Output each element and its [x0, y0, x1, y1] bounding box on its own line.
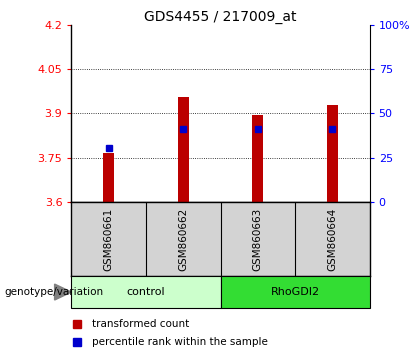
Bar [252, 115, 263, 202]
Polygon shape [55, 284, 71, 300]
Text: GSM860664: GSM860664 [327, 208, 337, 271]
Bar [220, 276, 370, 308]
Text: genotype/variation: genotype/variation [4, 287, 103, 297]
Text: RhoGDI2: RhoGDI2 [270, 287, 320, 297]
Title: GDS4455 / 217009_at: GDS4455 / 217009_at [144, 10, 297, 24]
Text: transformed count: transformed count [92, 319, 189, 329]
Bar [178, 97, 189, 202]
Bar [71, 276, 220, 308]
Bar [103, 153, 114, 202]
Text: GSM860662: GSM860662 [178, 208, 188, 271]
Text: GSM860663: GSM860663 [253, 208, 263, 271]
Text: control: control [127, 287, 165, 297]
Text: GSM860661: GSM860661 [104, 208, 114, 271]
Bar [327, 105, 338, 202]
Text: percentile rank within the sample: percentile rank within the sample [92, 337, 268, 347]
